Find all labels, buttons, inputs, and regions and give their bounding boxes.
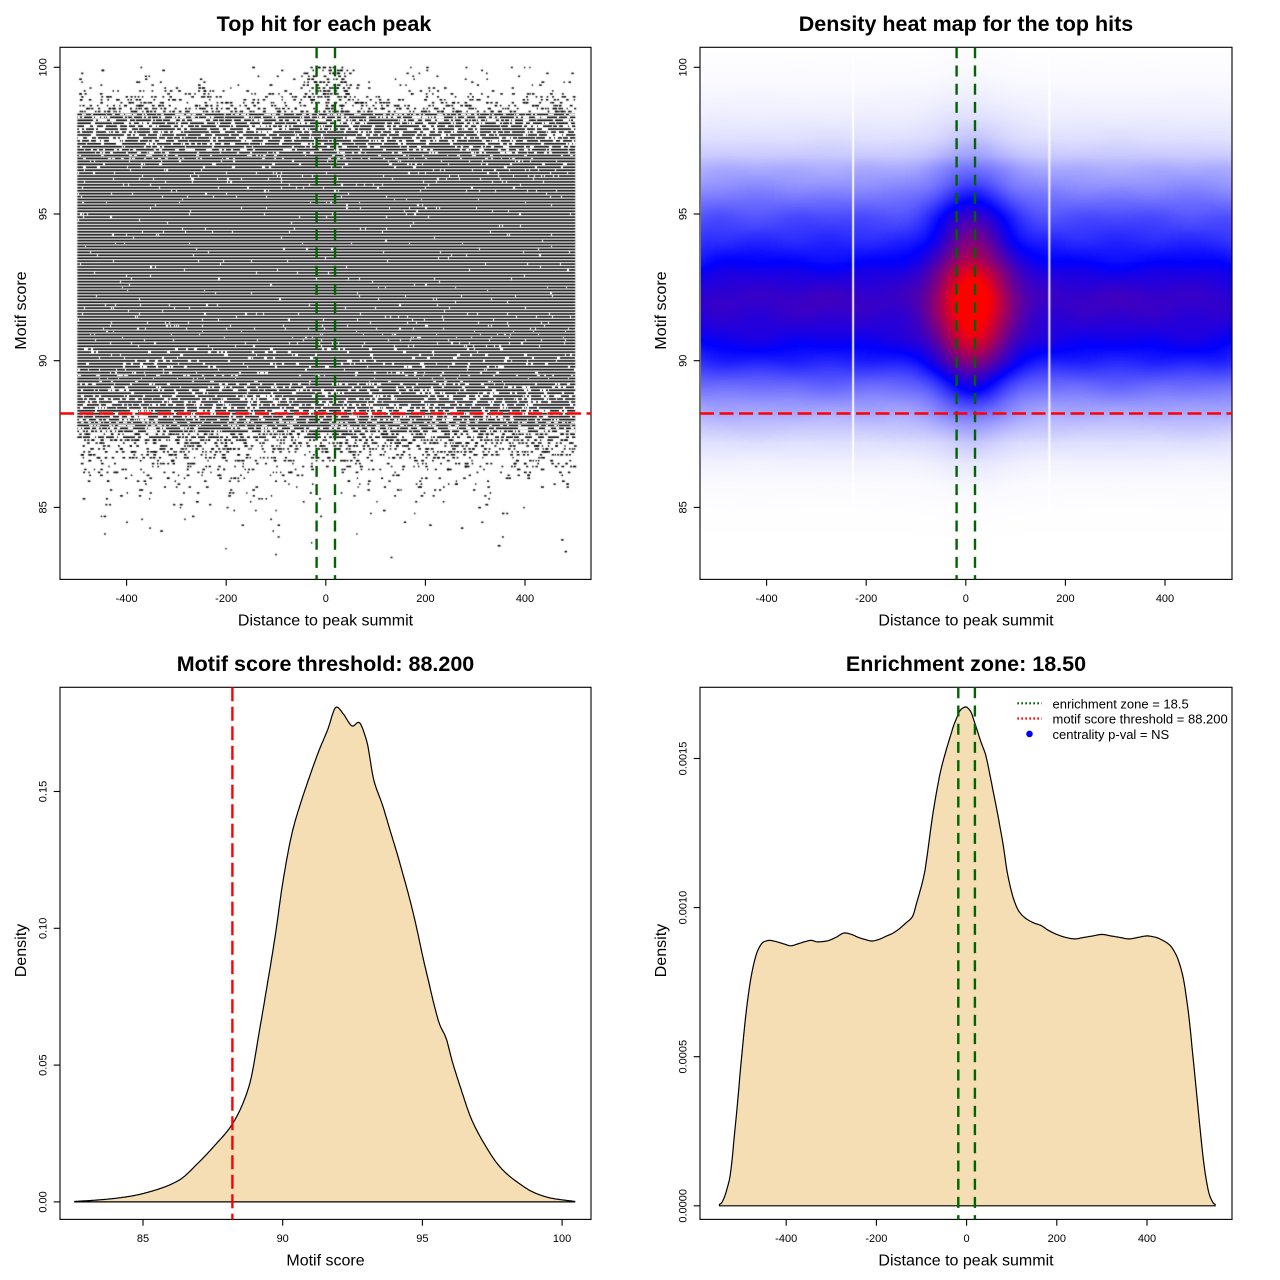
svg-text:90: 90 bbox=[678, 355, 690, 367]
svg-text:Motif score threshold: 88.200: Motif score threshold: 88.200 bbox=[177, 652, 475, 676]
svg-text:Motif score: Motif score bbox=[286, 1253, 364, 1270]
svg-text:0.0015: 0.0015 bbox=[678, 742, 690, 776]
svg-text:-200: -200 bbox=[865, 1233, 887, 1245]
svg-text:-400: -400 bbox=[756, 593, 778, 605]
svg-text:-200: -200 bbox=[215, 593, 237, 605]
svg-text:85: 85 bbox=[38, 501, 50, 513]
svg-text:95: 95 bbox=[678, 208, 690, 220]
svg-text:100: 100 bbox=[678, 58, 690, 76]
svg-text:Distance to peak summit: Distance to peak summit bbox=[238, 613, 414, 630]
svg-text:0: 0 bbox=[963, 593, 969, 605]
svg-text:95: 95 bbox=[38, 208, 50, 220]
svg-text:Distance to peak summit: Distance to peak summit bbox=[878, 613, 1054, 630]
svg-text:0.10: 0.10 bbox=[38, 918, 50, 939]
svg-text:Motif score: Motif score bbox=[13, 271, 30, 349]
svg-text:Distance to peak summit: Distance to peak summit bbox=[878, 1253, 1054, 1270]
svg-text:Motif score: Motif score bbox=[653, 271, 670, 349]
svg-text:0: 0 bbox=[323, 593, 329, 605]
svg-text:motif score threshold = 88.200: motif score threshold = 88.200 bbox=[1053, 712, 1228, 727]
svg-text:400: 400 bbox=[1138, 1233, 1156, 1245]
svg-text:0.00: 0.00 bbox=[38, 1191, 50, 1212]
svg-text:centrality p-val = NS: centrality p-val = NS bbox=[1053, 727, 1170, 742]
svg-text:90: 90 bbox=[38, 355, 50, 367]
svg-text:85: 85 bbox=[678, 501, 690, 513]
svg-text:85: 85 bbox=[137, 1233, 149, 1245]
svg-text:200: 200 bbox=[1056, 593, 1074, 605]
svg-text:-400: -400 bbox=[775, 1233, 797, 1245]
svg-text:Enrichment zone: 18.50: Enrichment zone: 18.50 bbox=[846, 652, 1086, 676]
svg-text:400: 400 bbox=[1156, 593, 1174, 605]
svg-text:100: 100 bbox=[553, 1233, 571, 1245]
svg-text:enrichment zone = 18.5: enrichment zone = 18.5 bbox=[1053, 696, 1189, 711]
svg-text:-200: -200 bbox=[855, 593, 877, 605]
svg-text:95: 95 bbox=[416, 1233, 428, 1245]
svg-text:200: 200 bbox=[1048, 1233, 1066, 1245]
svg-text:0.05: 0.05 bbox=[38, 1054, 50, 1075]
svg-text:-400: -400 bbox=[116, 593, 138, 605]
svg-text:400: 400 bbox=[516, 593, 534, 605]
svg-text:100: 100 bbox=[38, 58, 50, 76]
svg-text:200: 200 bbox=[416, 593, 434, 605]
svg-text:0.0005: 0.0005 bbox=[678, 1040, 690, 1074]
svg-text:90: 90 bbox=[277, 1233, 289, 1245]
svg-text:0: 0 bbox=[964, 1233, 970, 1245]
svg-text:Density: Density bbox=[653, 924, 670, 977]
svg-text:Density: Density bbox=[13, 924, 30, 977]
svg-text:Top hit for each peak: Top hit for each peak bbox=[217, 12, 432, 36]
svg-text:Density heat map for the top h: Density heat map for the top hits bbox=[799, 12, 1134, 36]
svg-text:0.0000: 0.0000 bbox=[678, 1189, 690, 1223]
svg-text:0.0010: 0.0010 bbox=[678, 891, 690, 925]
svg-text:0.15: 0.15 bbox=[38, 781, 50, 802]
